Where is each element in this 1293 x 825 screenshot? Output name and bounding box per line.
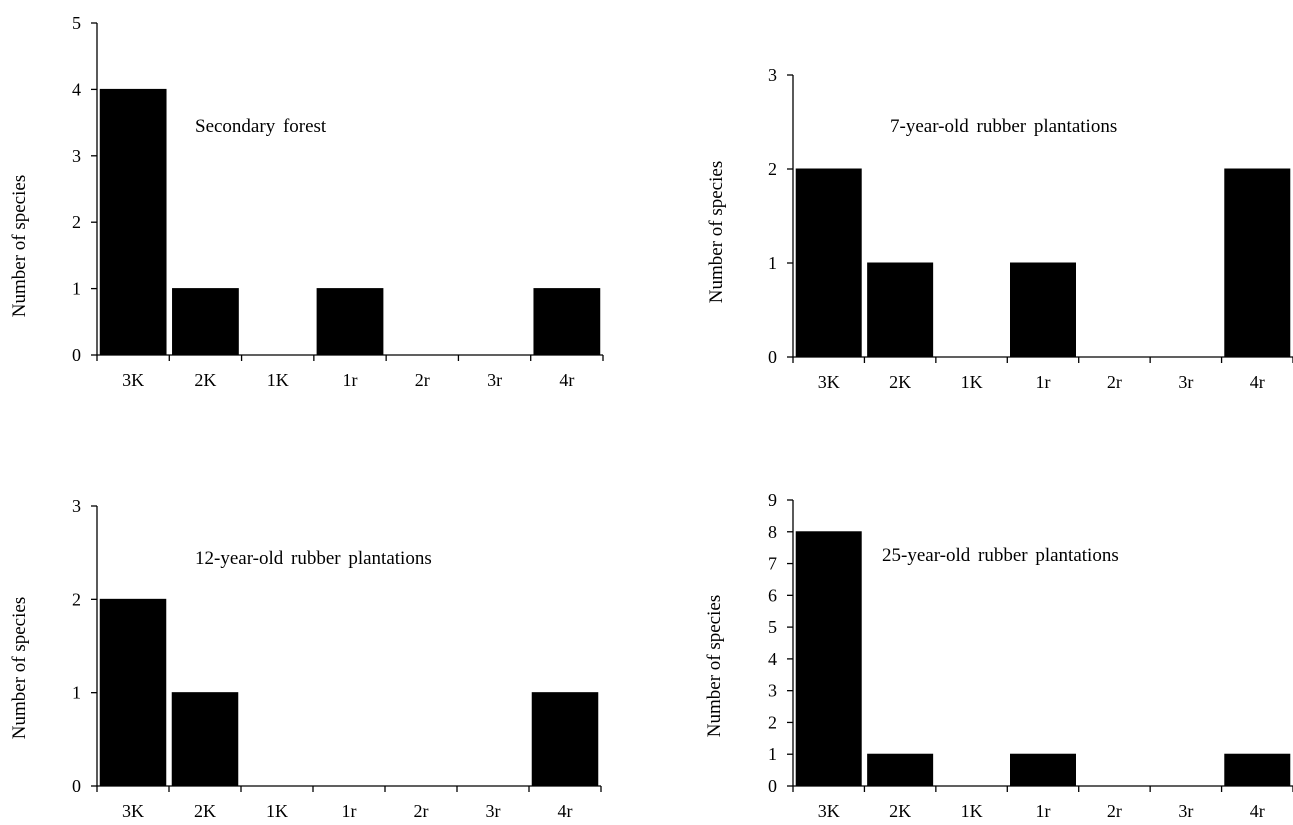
bar-3k [99, 598, 167, 787]
y-tick-label: 1 [768, 744, 777, 764]
x-tick-label: 3K [122, 801, 144, 821]
x-tick-label: 3r [486, 801, 501, 821]
chart-panel-12-year-old: Number of species 12-year-old rubber pla… [9, 496, 602, 821]
y-tick-label: 1 [72, 279, 81, 299]
y-tick-label: 5 [768, 617, 777, 637]
x-tick-label: 3r [487, 370, 502, 390]
bar-2k [867, 262, 934, 358]
x-tick-label: 1r [1036, 801, 1051, 821]
bar-1r [1010, 753, 1076, 787]
x-tick-label: 2K [889, 372, 911, 392]
x-tick-label: 3K [818, 801, 840, 821]
y-tick-label: 0 [72, 776, 81, 796]
x-tick-label: 4r [558, 801, 573, 821]
x-tick-label: 3K [122, 370, 144, 390]
chart-panel-7-year-old: Number of species 7-year-old rubber plan… [706, 65, 1293, 392]
x-tick-label: 3K [818, 372, 840, 392]
bar-4r [1224, 168, 1291, 358]
y-tick-label: 7 [768, 554, 777, 574]
bar-4r [1224, 753, 1291, 787]
x-tick-label: 1K [961, 372, 983, 392]
bar-2k [171, 692, 239, 787]
bar-1r [1010, 262, 1076, 358]
x-tick-label: 1K [267, 370, 289, 390]
x-tick-label: 1r [342, 801, 357, 821]
chart-panel-secondary-forest: Number of species Secondary forest 0 1 2 3 4… [9, 13, 604, 390]
x-tick-label: 1K [266, 801, 288, 821]
x-tick-label: 2r [1107, 801, 1122, 821]
y-axis-label: Number of species [704, 595, 725, 737]
panel-title: 25-year-old rubber plantations [882, 545, 1119, 566]
x-tick-label: 4r [1250, 372, 1265, 392]
y-tick-label: 2 [768, 159, 777, 179]
y-tick-label: 3 [768, 65, 777, 85]
x-tick-label: 3r [1178, 372, 1193, 392]
panel-title: Secondary forest [195, 116, 327, 137]
bar-4r [531, 692, 599, 787]
bar-4r [533, 288, 601, 356]
bar-2k [172, 288, 239, 356]
bar-3k [795, 168, 862, 358]
y-tick-label: 8 [768, 522, 777, 542]
bar-3k [795, 531, 862, 787]
y-tick-label: 0 [768, 776, 777, 796]
y-tick-label: 1 [72, 683, 81, 703]
x-tick-label: 1r [343, 370, 358, 390]
x-tick-label: 4r [559, 370, 574, 390]
y-tick-label: 0 [768, 347, 777, 367]
x-tick-label: 2r [1107, 372, 1122, 392]
panel-title: 12-year-old rubber plantations [195, 548, 432, 569]
bar-1r [316, 288, 384, 356]
y-axis-label: Number of species [9, 175, 30, 317]
y-tick-label: 3 [72, 146, 81, 166]
y-tick-label: 3 [72, 496, 81, 516]
y-tick-label: 3 [768, 681, 777, 701]
x-tick-label: 2r [415, 370, 430, 390]
y-tick-label: 6 [768, 585, 777, 605]
bar-3k [99, 88, 167, 356]
x-tick-label: 2K [889, 801, 911, 821]
y-tick-label: 2 [72, 212, 81, 232]
x-tick-label: 2K [194, 801, 216, 821]
y-axis-label: Number of species [706, 161, 727, 303]
y-tick-label: 5 [72, 13, 81, 33]
x-tick-label: 1K [961, 801, 983, 821]
x-tick-label: 2K [194, 370, 216, 390]
y-tick-label: 2 [768, 712, 777, 732]
x-tick-label: 1r [1036, 372, 1051, 392]
y-tick-label: 0 [72, 345, 81, 365]
y-tick-label: 4 [72, 79, 81, 99]
y-tick-label: 1 [768, 253, 777, 273]
x-tick-label: 4r [1250, 801, 1265, 821]
chart-panel-25-year-old: Number of species 25-year-old rubber pla… [704, 490, 1293, 821]
x-tick-label: 3r [1178, 801, 1193, 821]
bar-2k [867, 753, 934, 787]
y-tick-label: 2 [72, 589, 81, 609]
y-tick-label: 4 [768, 649, 777, 669]
panel-title: 7-year-old rubber plantations [890, 116, 1117, 137]
x-tick-label: 2r [414, 801, 429, 821]
y-axis-label: Number of species [9, 597, 30, 739]
y-tick-label: 9 [768, 490, 777, 510]
